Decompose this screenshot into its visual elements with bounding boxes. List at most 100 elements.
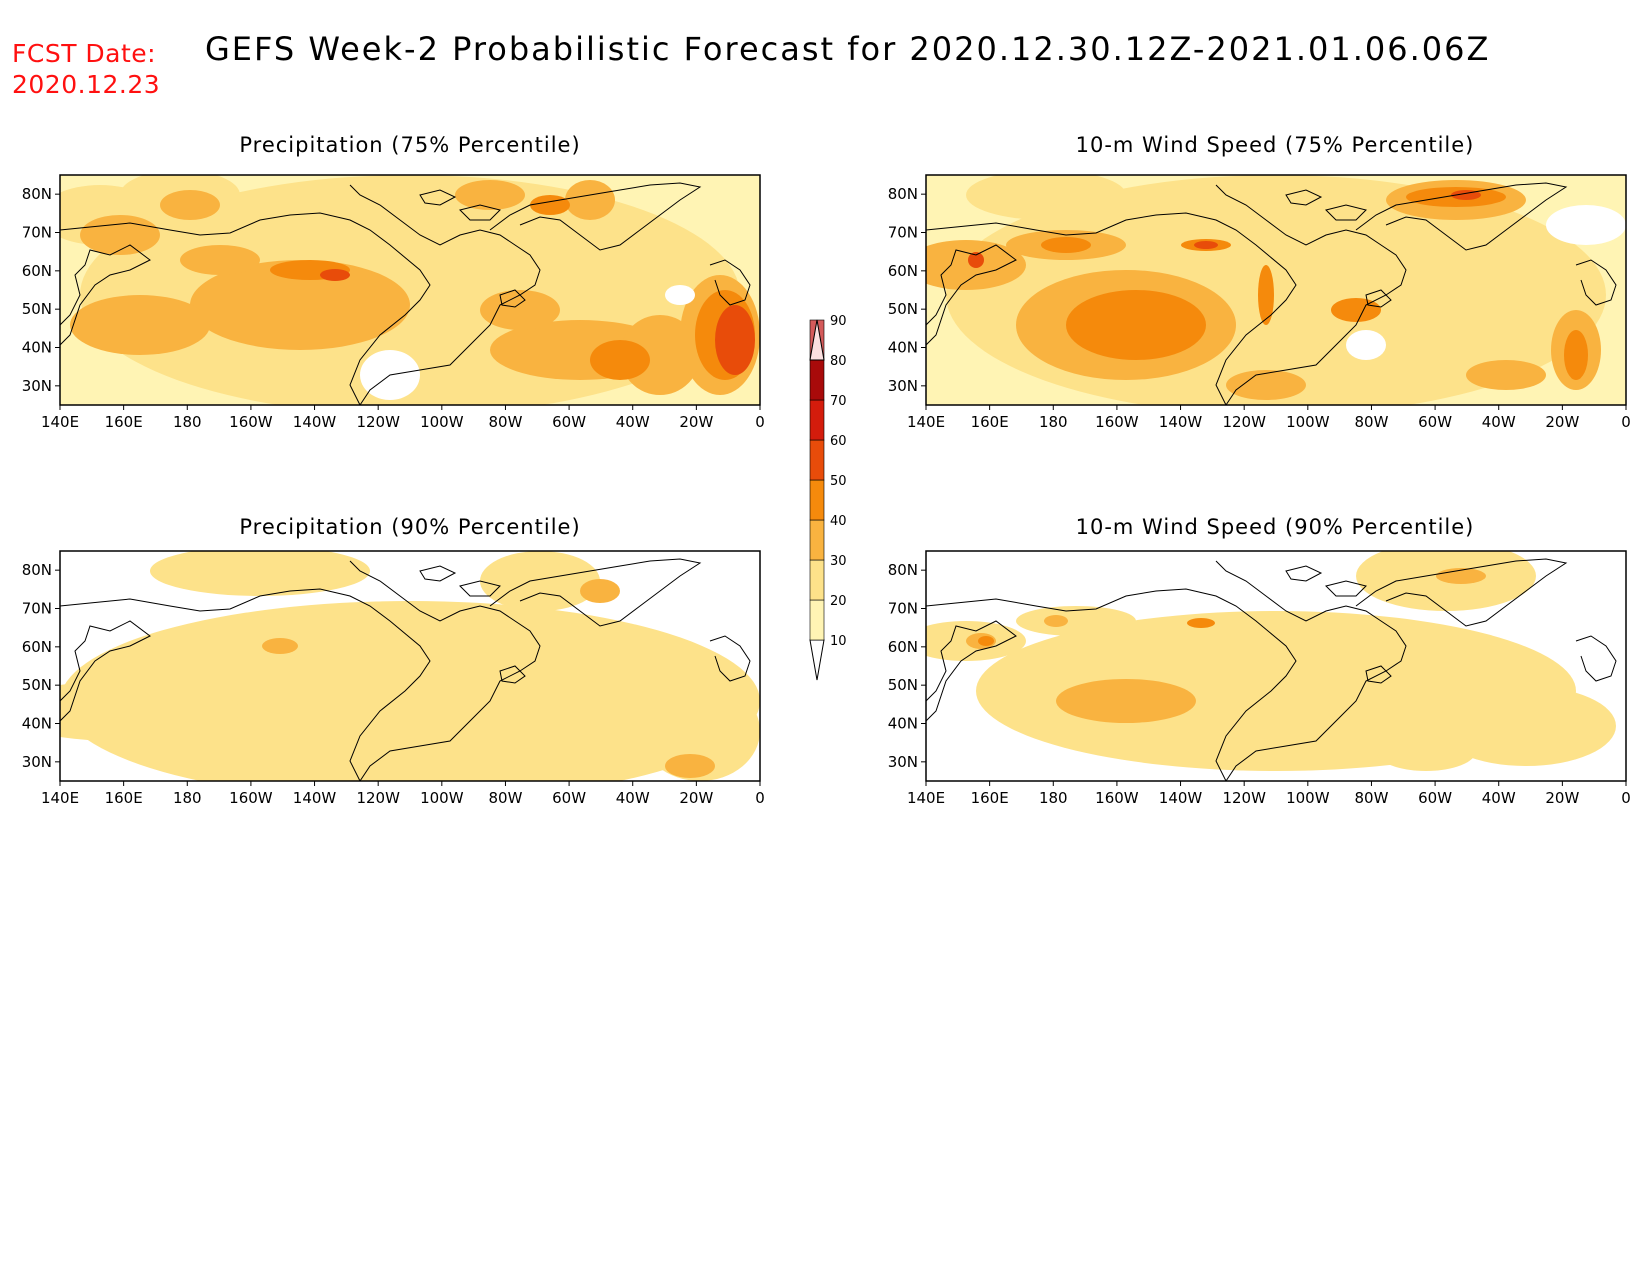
x-tick-label: 140W: [293, 789, 337, 807]
x-tick-label: 0: [755, 789, 765, 807]
colorbar-label: 70: [830, 394, 847, 409]
x-tick-label: 160W: [1095, 789, 1139, 807]
y-tick-label: 40N: [22, 339, 52, 357]
map-frame: [59, 550, 761, 782]
y-tick-label: 30N: [22, 377, 52, 395]
x-tick-label: 140W: [1159, 413, 1203, 431]
y-tick-label: 60N: [22, 262, 52, 280]
map-panel-wind-75: 140E 160E 180 160W 140W 120W 100W 80W 60W 40W 20W 0…: [888, 174, 1631, 431]
colorbar-legend: 10 20 30 40 50 60 70 80 90: [809, 314, 847, 681]
colorbar-label: 40: [830, 514, 847, 529]
x-tick-label: 40W: [616, 413, 650, 431]
x-tick-label: 60W: [1418, 789, 1452, 807]
x-tick-label: 180: [1039, 413, 1068, 431]
y-tick-label: 70N: [22, 224, 52, 242]
x-tick-label: 20W: [1545, 413, 1579, 431]
panel-title-precip-90: Precipitation (90% Percentile): [239, 515, 581, 539]
x-tick-label: 180: [173, 413, 202, 431]
x-tick-label: 20W: [679, 789, 713, 807]
x-tick-label: 100W: [1286, 413, 1330, 431]
x-tick-label: 20W: [1545, 789, 1579, 807]
x-tick-label: 160W: [1095, 413, 1139, 431]
shaded-probability-field: [926, 175, 1626, 405]
colorbar-label: 80: [830, 354, 847, 369]
shaded-probability-field: [926, 551, 1626, 781]
coastline: [926, 558, 1617, 781]
x-tick-label: 120W: [1222, 413, 1266, 431]
colorbar-label: 50: [830, 474, 847, 489]
colorbar-segment: [809, 599, 825, 641]
x-tick-label: 60W: [1418, 413, 1452, 431]
x-tick-label: 100W: [420, 413, 464, 431]
y-tick-label: 50N: [888, 676, 918, 694]
x-tick-label: 20W: [679, 413, 713, 431]
x-tick-label: 40W: [1482, 413, 1516, 431]
x-tick-label: 80W: [1354, 789, 1388, 807]
y-tick-label: 80N: [22, 185, 52, 203]
x-tick-label: 160E: [105, 789, 143, 807]
x-tick-label: 160E: [971, 413, 1009, 431]
x-tick-label: 140E: [907, 789, 945, 807]
x-tick-label: 80W: [488, 413, 522, 431]
x-tick-label: 80W: [488, 789, 522, 807]
x-tick-label: 140E: [41, 789, 79, 807]
x-tick-label: 0: [1621, 413, 1631, 431]
y-tick-label: 30N: [888, 753, 918, 771]
y-tick-label: 40N: [888, 339, 918, 357]
y-tick-label: 70N: [22, 600, 52, 618]
colorbar-segment: [809, 359, 825, 401]
x-tick-label: 0: [1621, 789, 1631, 807]
forecast-date-block: FCST Date: 2020.12.23: [12, 38, 160, 100]
y-tick-label: 40N: [888, 715, 918, 733]
y-tick-label: 30N: [22, 753, 52, 771]
x-tick-label: 120W: [1222, 789, 1266, 807]
x-tick-label: 140E: [907, 413, 945, 431]
map-frame: [925, 174, 1627, 406]
fcst-date-value: 2020.12.23: [12, 70, 161, 99]
coastline: [926, 182, 1617, 405]
fcst-date-label: FCST Date:: [12, 39, 157, 68]
shaded-probability-field: [60, 551, 760, 781]
coastline: [60, 182, 751, 405]
x-tick-label: 140W: [293, 413, 337, 431]
x-tick-label: 180: [1039, 789, 1068, 807]
colorbar-segment: [809, 399, 825, 441]
y-tick-label: 30N: [888, 377, 918, 395]
x-tick-label: 40W: [1482, 789, 1516, 807]
y-tick-label: 70N: [888, 600, 918, 618]
y-tick-label: 80N: [888, 561, 918, 579]
y-tick-label: 40N: [22, 715, 52, 733]
colorbar-segment: [809, 559, 825, 601]
y-tick-label: 50N: [888, 300, 918, 318]
coastline: [60, 558, 751, 781]
panel-title-precip-75: Precipitation (75% Percentile): [239, 133, 581, 157]
y-tick-label: 60N: [888, 638, 918, 656]
x-tick-label: 120W: [356, 413, 400, 431]
x-tick-label: 100W: [420, 789, 464, 807]
colorbar-label: 90: [830, 314, 847, 329]
y-tick-label: 80N: [888, 185, 918, 203]
main-title: GEFS Week-2 Probabilistic Forecast for 2…: [205, 30, 1491, 68]
x-tick-label: 60W: [552, 789, 586, 807]
colorbar-segment: [809, 479, 825, 521]
map-panel-wind-90: 140E 160E 180 160W 140W 120W 100W 80W 60W 40W 20W 0…: [888, 550, 1631, 807]
x-tick-label: 120W: [356, 789, 400, 807]
map-frame: [59, 174, 761, 406]
y-tick-label: 50N: [22, 300, 52, 318]
map-panel-precip-75: 140E 160E 180 160W 140W 120W 100W 80W 60W 40W 20W 0…: [22, 174, 765, 431]
x-tick-label: 160W: [229, 789, 273, 807]
colorbar-segment: [809, 519, 825, 561]
shaded-probability-field: [60, 175, 760, 405]
colorbar-label: 60: [830, 434, 847, 449]
x-tick-label: 160E: [105, 413, 143, 431]
x-tick-label: 140E: [41, 413, 79, 431]
x-tick-label: 0: [755, 413, 765, 431]
x-tick-label: 40W: [616, 789, 650, 807]
x-tick-label: 160W: [229, 413, 273, 431]
x-tick-label: 180: [173, 789, 202, 807]
x-tick-label: 60W: [552, 413, 586, 431]
x-tick-label: 160E: [971, 789, 1009, 807]
colorbar-label: 10: [830, 634, 847, 649]
map-frame: [925, 550, 1627, 782]
panel-title-wind-90: 10-m Wind Speed (90% Percentile): [1075, 515, 1475, 539]
